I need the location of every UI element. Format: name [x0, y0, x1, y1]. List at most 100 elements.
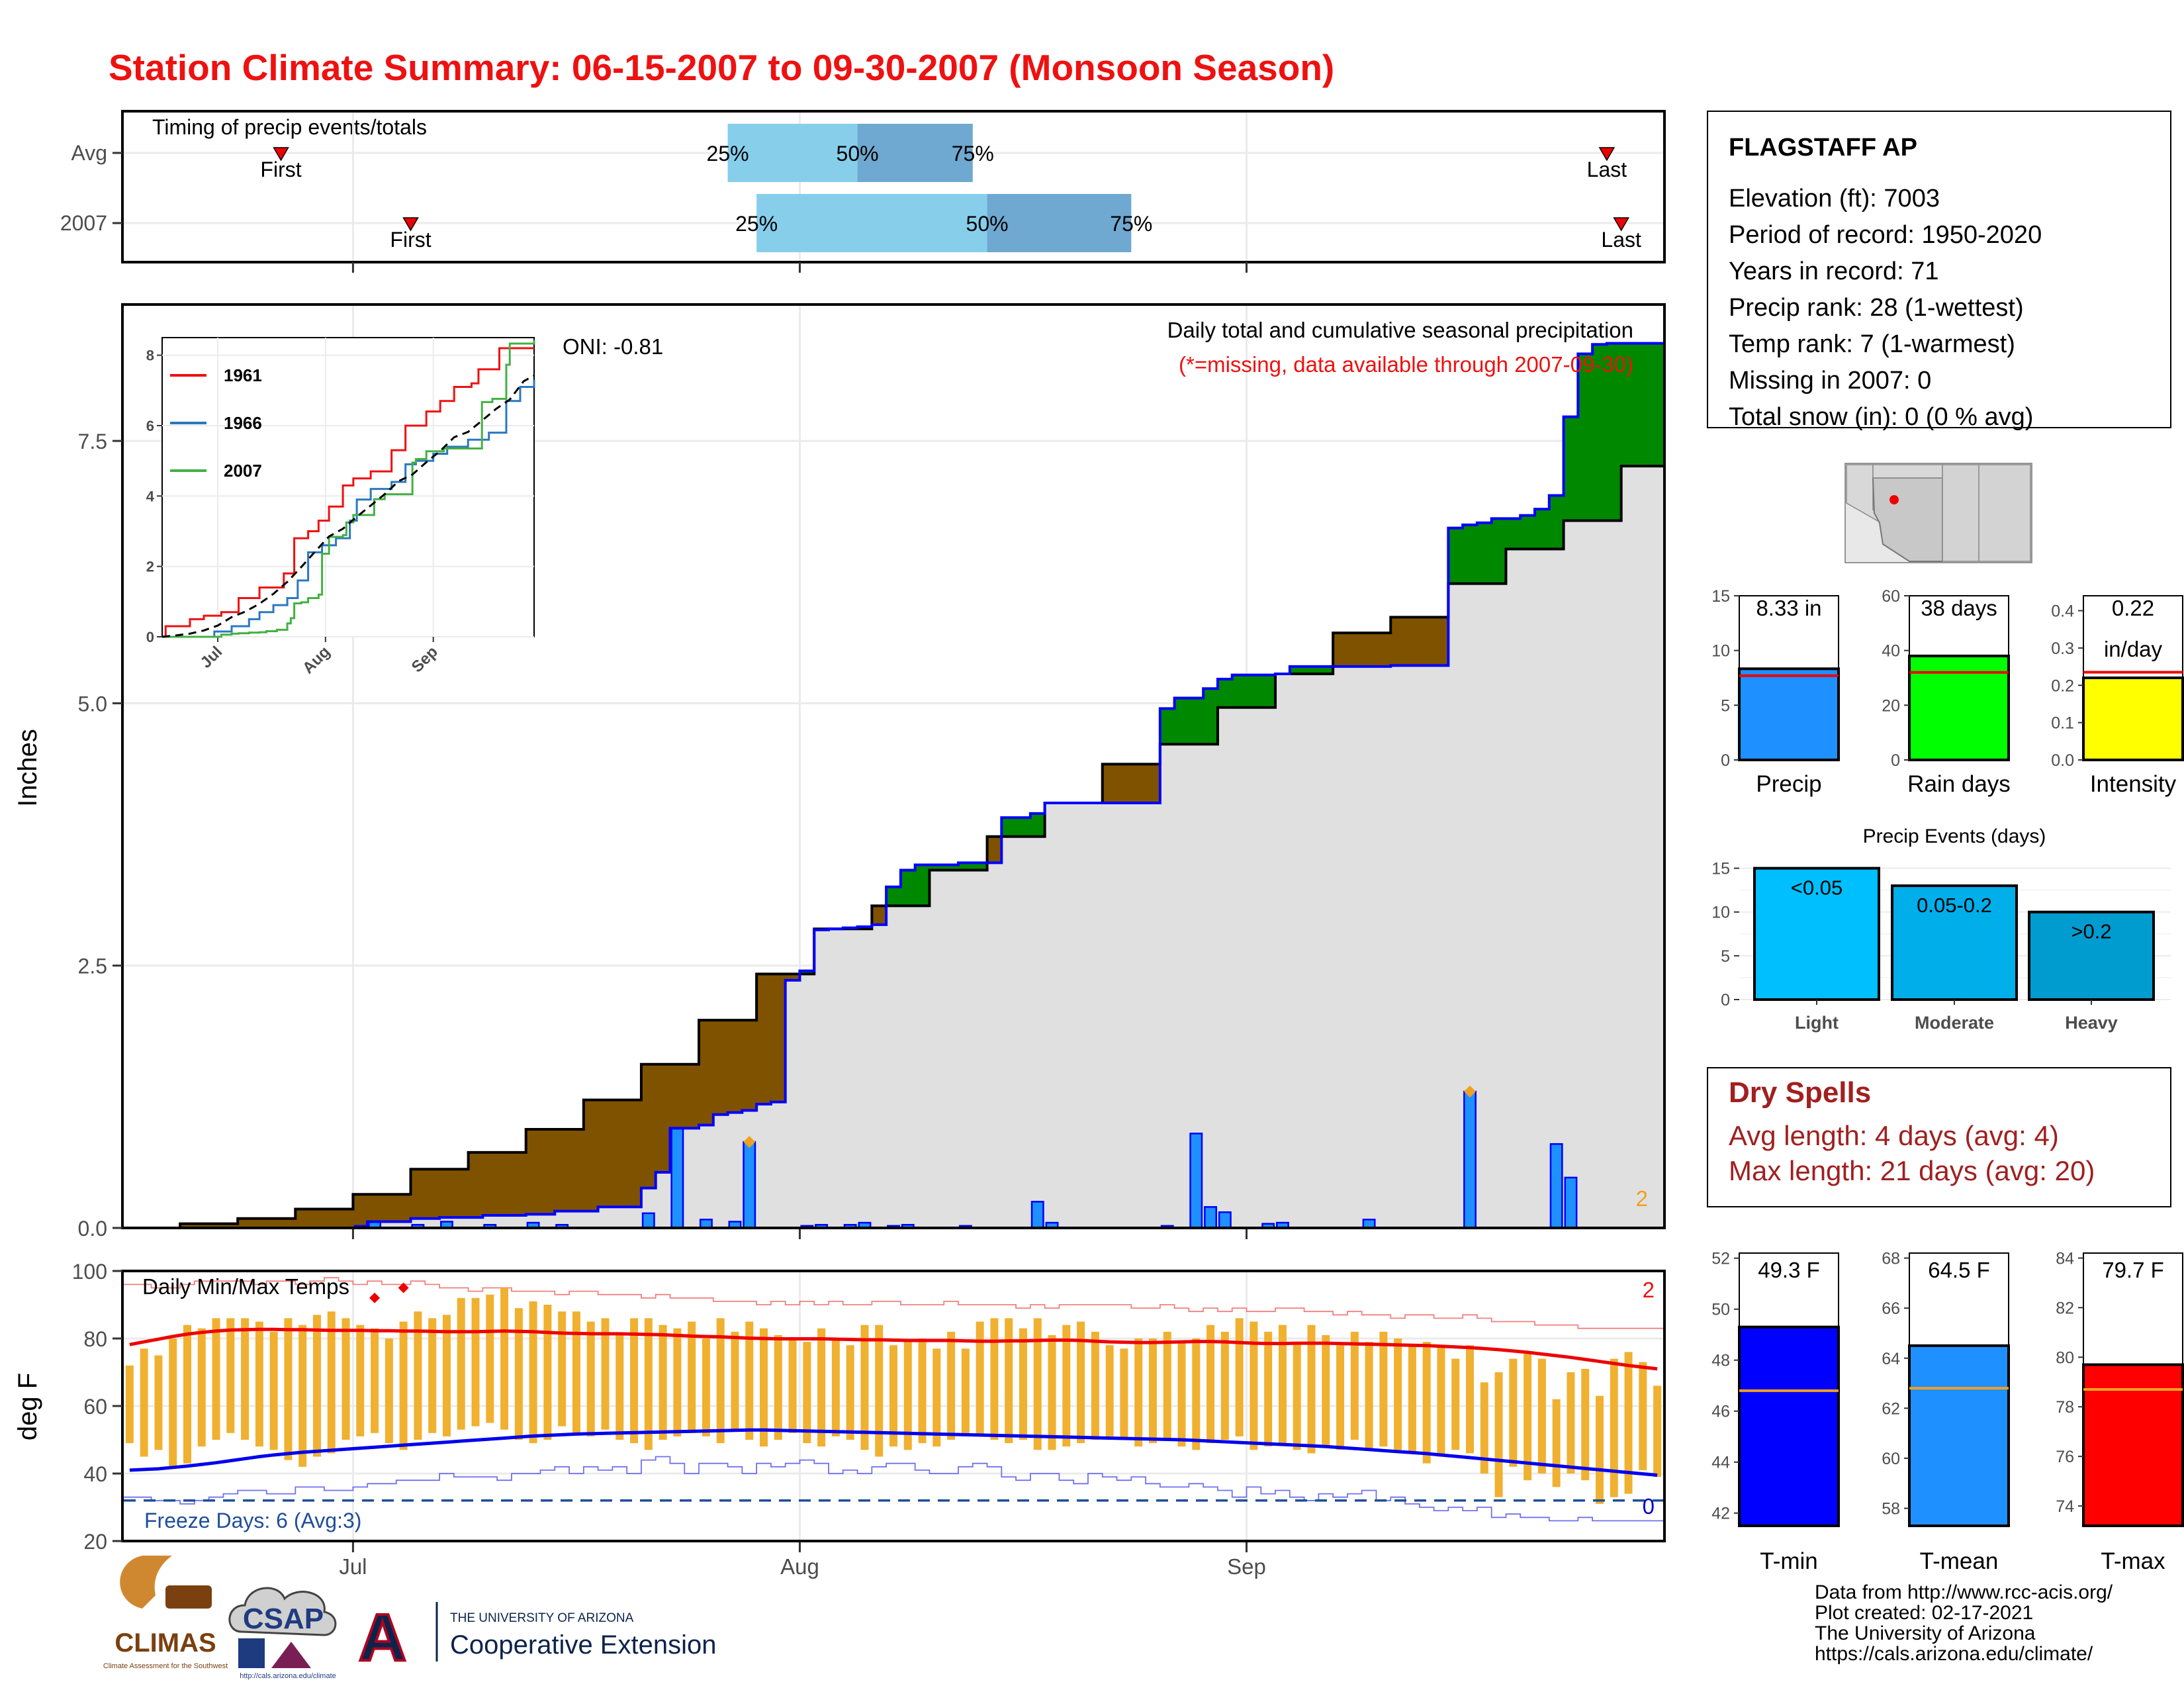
precip-events-bar-label: 0.05-0.2	[1917, 894, 1992, 917]
station-lines: Elevation (ft): 7003 Period of record: 19…	[1729, 185, 2042, 431]
precip-deficit-fill	[525, 1129, 555, 1215]
inset-ytick-label: 2	[146, 559, 154, 575]
mini-precip-ytick-label: 40	[1882, 642, 1900, 661]
temp-daily-range-bar	[745, 1321, 754, 1440]
temp-axis: 20 40 60 80 100 Jul Aug Sep	[72, 1260, 1266, 1579]
inset-series-line	[162, 347, 534, 638]
temp-y-axis-label: deg F	[13, 1373, 42, 1440]
precip-events-category: Moderate	[1915, 1013, 1994, 1033]
timing-last-label: Last	[1587, 158, 1627, 181]
precip-missing-marker	[743, 1136, 756, 1149]
temp-daily-range-bar	[1610, 1358, 1618, 1497]
inset-avg-line	[161, 375, 535, 638]
temp-daily-range-bar	[1653, 1385, 1662, 1477]
climas-logo-mark	[165, 1585, 212, 1609]
temp-daily-range-bar	[1192, 1338, 1201, 1450]
precip-summary-charts: 8.33 in Precip 0 5 10 15 38 days Rain days 0 20 40…	[1711, 587, 2184, 797]
temp-daily-range-bar	[817, 1328, 826, 1447]
temp-daily-range-bar	[1394, 1338, 1402, 1450]
temp-daily-range-bar	[586, 1321, 595, 1436]
timing-q75-label: 75%	[952, 142, 994, 165]
timing-row-label: Avg	[71, 141, 107, 165]
precip-deficit-fill	[655, 1064, 671, 1172]
temp-xtick-label: Aug	[780, 1554, 819, 1579]
precip-surplus-fill	[1174, 698, 1204, 745]
precip-deficit-fill	[482, 1152, 527, 1215]
temp-daily-range-bar	[1264, 1331, 1273, 1447]
precip-daily-bar	[743, 1141, 756, 1229]
mini-temp-label: T-mean	[1920, 1548, 1999, 1574]
dry-spells-frame	[1707, 1067, 2171, 1207]
precip-surplus-fill	[1549, 495, 1565, 549]
precip-deficit-fill	[727, 1020, 743, 1113]
temp-daily-range-bar	[543, 1305, 552, 1440]
precip-surplus-fill	[886, 886, 901, 906]
climas-logo-text: CLIMAS	[114, 1628, 216, 1658]
precip-ytick-label: 7.5	[78, 430, 107, 453]
temp-daily-range-bar	[947, 1331, 956, 1440]
precip-chart-title: Daily total and cumulative seasonal prec…	[1167, 318, 1633, 342]
temp-daily-range-bar	[1437, 1345, 1445, 1457]
temp-daily-range-bar	[457, 1297, 465, 1430]
station-info-box: FLAGSTAFF AP Elevation (ft): 7003 Period …	[1707, 111, 2171, 431]
temp-daily-range-bar	[442, 1315, 451, 1436]
precip-events-bar-label: <0.05	[1791, 876, 1843, 900]
temp-daily-range-bar	[226, 1318, 235, 1433]
mini-precip-ytick-label: 0.4	[2051, 602, 2074, 621]
temp-daily-range-bar	[1581, 1368, 1590, 1481]
temp-daily-range-bar	[269, 1331, 278, 1450]
precip-events-ytick-label: 15	[1711, 860, 1730, 878]
timing-q25-label: 25%	[735, 212, 778, 236]
mini-precip-ytick-label: 0.2	[2051, 677, 2074, 695]
temp-daily-range-bar	[788, 1338, 797, 1433]
temp-daily-range-bar	[601, 1318, 610, 1430]
precip-deficit-fill	[641, 1064, 657, 1188]
precip-deficit-fill	[872, 906, 887, 925]
mini-precip-value: 38 days	[1921, 596, 1997, 620]
temp-daily-range-bar	[1062, 1325, 1071, 1447]
dry-spells-max-length: Max length: 21 days (avg: 20)	[1729, 1155, 2095, 1186]
ua-top-text: THE UNIVERSITY OF ARIZONA	[450, 1611, 634, 1625]
precip-surplus-fill	[1160, 708, 1175, 745]
mini-precip-ytick-label: 5	[1721, 696, 1730, 715]
temp-daily-range-bar	[846, 1345, 854, 1440]
precip-daily-bar	[1549, 1143, 1563, 1229]
precip-daily-bar	[1189, 1133, 1203, 1229]
temp-daily-range-bar	[1105, 1345, 1114, 1436]
temp-daily-range-bar	[371, 1328, 379, 1433]
timing-q25-q50-bar	[727, 124, 858, 182]
precip-surplus-fill	[1563, 416, 1578, 521]
precip-surplus-fill	[1477, 522, 1492, 584]
mini-precip-label: Rain days	[1907, 771, 2011, 797]
mini-temp-ytick-label: 84	[2056, 1249, 2074, 1268]
temp-daily-range-bar	[1524, 1352, 1532, 1481]
temp-daily-range-bar	[1422, 1342, 1431, 1464]
station-location-dot	[1889, 495, 1899, 504]
temp-ytick-label: 40	[83, 1462, 107, 1486]
precip-surplus-fill	[1578, 353, 1593, 521]
precip-daily-bar	[1463, 1090, 1477, 1229]
timing-q25-label: 25%	[707, 142, 749, 165]
locator-map	[1844, 463, 2032, 563]
mini-temp-ytick-label: 52	[1711, 1250, 1730, 1268]
temp-daily-range-bar	[918, 1338, 927, 1444]
mini-precip-bar	[1738, 667, 1840, 762]
temp-daily-range-bar	[702, 1338, 710, 1436]
footer-url: https://cals.arizona.edu/climate/	[1815, 1643, 2093, 1665]
temp-daily-range-bar	[1177, 1342, 1186, 1447]
precip-surplus-fill	[1289, 666, 1334, 674]
timing-q50-label: 50%	[966, 212, 1009, 236]
temp-daily-range-bar	[1091, 1331, 1099, 1440]
precip-daily-bar	[1030, 1201, 1044, 1229]
inset-ytick-label: 6	[146, 418, 154, 434]
temp-daily-range-bar	[1365, 1342, 1373, 1450]
temp-daily-range-bar	[1552, 1399, 1561, 1487]
csap-cloud	[228, 1587, 337, 1636]
timing-q50-label: 50%	[837, 142, 879, 165]
temp-daily-range-bar	[889, 1345, 897, 1447]
timing-rows: 25% 50% 75% First Last Avg 25% 50% 75% First Last 2…	[60, 124, 1641, 252]
precip-events-category: Light	[1795, 1013, 1839, 1033]
precip-fills	[122, 343, 1665, 1228]
temp-daily-range-bar	[140, 1348, 148, 1457]
